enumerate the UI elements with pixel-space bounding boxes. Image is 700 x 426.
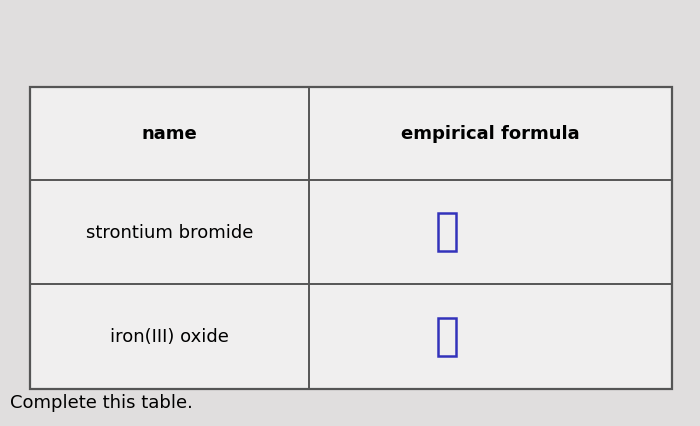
Bar — [309, 284, 672, 389]
Text: Complete this table.: Complete this table. — [10, 393, 193, 411]
Bar — [30, 284, 309, 389]
Bar — [30, 181, 309, 284]
Bar — [309, 181, 672, 284]
Bar — [309, 88, 672, 181]
Bar — [30, 88, 672, 389]
Bar — [30, 88, 309, 181]
Text: strontium bromide: strontium bromide — [86, 224, 253, 242]
Text: iron(III) oxide: iron(III) oxide — [110, 328, 229, 345]
Text: empirical formula: empirical formula — [401, 125, 580, 143]
Bar — [438, 213, 456, 251]
Bar — [438, 318, 456, 356]
Text: name: name — [142, 125, 197, 143]
